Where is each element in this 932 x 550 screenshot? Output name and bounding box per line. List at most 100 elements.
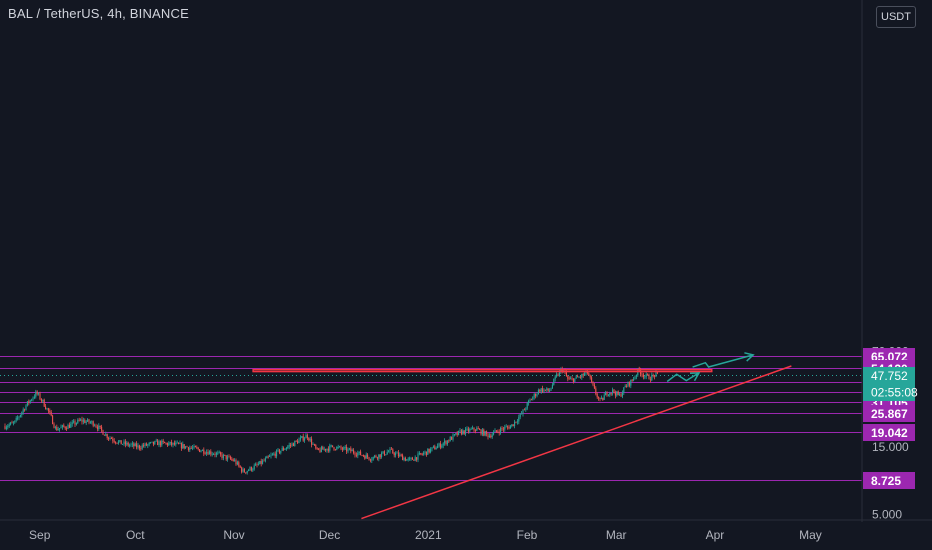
candle-body [185,446,187,449]
candle-body [221,454,223,458]
candle-body [248,470,250,471]
candle-body [403,457,405,461]
candle-body [29,400,31,403]
candle-body [605,392,607,396]
candle-body [518,417,520,422]
candle-body [290,445,292,446]
candle-body [388,451,390,453]
candle-body [574,378,576,382]
x-tick-label: Sep [29,528,51,542]
candle-body [634,376,636,380]
candle-body [232,459,234,461]
candle-body [54,427,56,428]
candle-body [96,426,98,430]
candle-body [12,422,14,424]
candle-body [617,391,619,395]
candle-body [238,462,240,466]
candle-body [614,392,616,396]
candle-body [144,443,146,447]
candle-body [66,428,68,430]
candle-body [399,454,401,457]
candle-body [630,379,632,386]
candle-body [353,450,355,453]
candle-body [257,464,259,465]
candle-body [304,438,306,441]
candle-body [43,399,45,407]
candle-body [123,441,125,445]
candle-body [418,453,420,454]
candle-body [222,454,224,458]
candle-body [166,443,168,446]
candle-body [325,448,327,451]
candle-body [651,375,653,381]
candle-body [85,421,87,423]
candle-body [493,431,495,435]
countdown-label: 02:55:08 [871,386,918,400]
candle-body [124,441,126,445]
candle-body [648,374,650,380]
level-badge-label: 19.042 [871,426,908,440]
candle-body [199,449,201,452]
candle-body [458,430,460,435]
candle-body [389,448,391,452]
candle-body [381,453,383,458]
candle-body [540,388,542,392]
candle-body [5,427,7,429]
candle-body [252,469,254,471]
candle-body [411,457,413,460]
candle-body [49,410,51,413]
candle-body [197,447,199,450]
candle-body [383,451,385,456]
candle-body [414,457,416,461]
projection-path-near[interactable] [666,372,700,383]
candle-body [409,458,411,460]
candle-body [358,451,360,454]
candle-body [652,375,654,376]
candle-body [460,430,462,435]
candle-body [274,453,276,457]
currency-button[interactable]: USDT [876,6,916,28]
candle-body [115,441,117,443]
resistance-box[interactable] [252,368,713,373]
candle-body [365,454,367,459]
candle-body [241,467,243,472]
candle-body [103,434,105,436]
candle-body [281,448,283,451]
candle-body [330,445,332,447]
support-trendline[interactable] [361,365,792,520]
candle-body [336,446,338,450]
candle-body [462,430,464,435]
candle-body [67,424,69,430]
candle-body [157,440,159,446]
candle-body [481,429,483,435]
candle-body [40,399,42,401]
candle-body [36,391,38,394]
candle-body [530,399,532,401]
candle-body [75,423,77,425]
candle-body [385,454,387,456]
candle-body [38,393,40,395]
candle-body [592,381,594,385]
candle-body [8,424,10,427]
candle-body [362,455,364,457]
candle-body [302,436,304,441]
candle-body [148,442,150,445]
candle-body [298,439,300,444]
candle-body [196,447,198,448]
candle-body [178,442,180,445]
candle-body [523,409,525,411]
candle-body [318,448,320,450]
candle-body [351,450,353,452]
candle-body [269,456,271,457]
candle-body [442,443,444,446]
candle-body [644,376,646,378]
candle-body [176,442,178,444]
candle-body [511,424,513,427]
candle-body [119,440,121,442]
candle-body [255,464,257,466]
candle-body [26,401,28,406]
candle-body [382,451,384,454]
projection-path-far[interactable] [692,354,754,368]
